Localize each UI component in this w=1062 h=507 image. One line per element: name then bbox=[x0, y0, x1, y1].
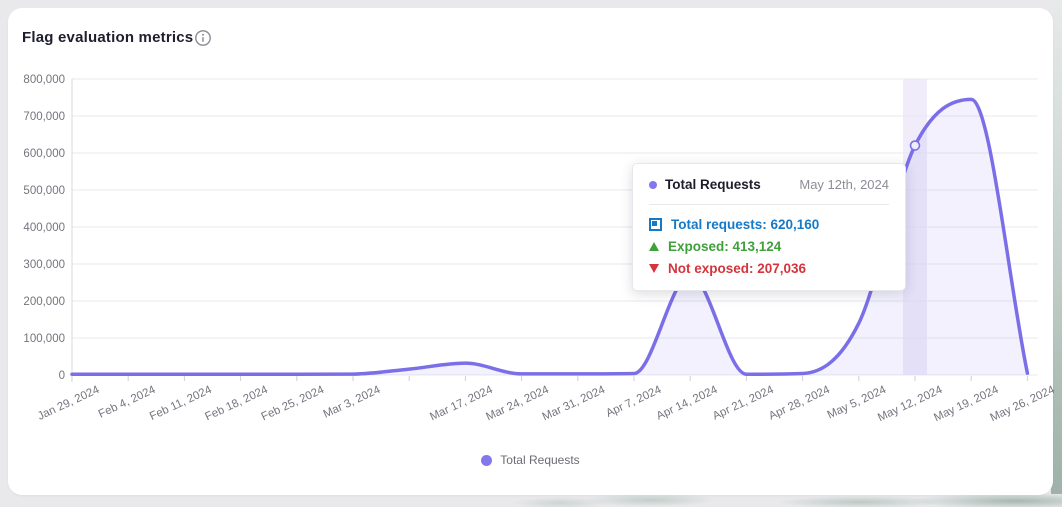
chart-tooltip: Total Requests May 12th, 2024 Total requ… bbox=[632, 163, 906, 291]
x-axis-tick-label: May 26, 2024 bbox=[988, 384, 1057, 425]
legend-label: Total Requests bbox=[500, 453, 580, 467]
x-axis-tick-label: Mar 17, 2024 bbox=[428, 384, 495, 424]
tooltip-series-name: Total Requests bbox=[665, 177, 761, 192]
y-axis-tick-label: 700,000 bbox=[23, 111, 65, 123]
tooltip-rows: Total requests: 620,160 Exposed: 413,124 N… bbox=[649, 217, 889, 276]
y-axis-tick-label: 500,000 bbox=[23, 185, 65, 197]
x-axis-tick-label: Apr 21, 2024 bbox=[711, 384, 776, 423]
x-axis-tick-label: Apr 28, 2024 bbox=[767, 384, 832, 423]
x-axis-tick-label: Mar 31, 2024 bbox=[541, 384, 608, 424]
info-icon[interactable] bbox=[194, 29, 212, 47]
tooltip-row-not-exposed: Not exposed: 207,036 bbox=[649, 261, 889, 276]
x-axis-tick-label: Feb 18, 2024 bbox=[203, 384, 270, 424]
y-axis-tick-label: 600,000 bbox=[23, 148, 65, 160]
triangle-up-icon bbox=[649, 242, 659, 251]
x-axis-tick-label: Mar 3, 2024 bbox=[322, 384, 383, 421]
y-axis-tick-label: 200,000 bbox=[23, 296, 65, 308]
tooltip-row-text: Exposed: 413,124 bbox=[668, 239, 782, 254]
tooltip-header: Total Requests May 12th, 2024 bbox=[649, 177, 889, 192]
card-title: Flag evaluation metrics bbox=[22, 29, 194, 46]
series-area-fill bbox=[72, 99, 1028, 375]
triangle-down-icon bbox=[649, 264, 659, 273]
y-axis-tick-label: 300,000 bbox=[23, 259, 65, 271]
background-texture-bottom bbox=[0, 494, 1062, 507]
y-axis-tick-label: 100,000 bbox=[23, 333, 65, 345]
tooltip-row-text: Not exposed: 207,036 bbox=[668, 261, 807, 276]
y-axis-tick-label: 800,000 bbox=[23, 74, 65, 86]
x-axis-tick-label: Apr 14, 2024 bbox=[655, 384, 720, 423]
y-axis-tick-label: 400,000 bbox=[23, 222, 65, 234]
tooltip-divider bbox=[649, 204, 889, 205]
x-axis-tick-label: Apr 7, 2024 bbox=[604, 384, 664, 420]
legend-item-total-requests[interactable]: Total Requests bbox=[481, 453, 580, 467]
y-axis-tick-label: 0 bbox=[59, 370, 65, 382]
series-dot-icon bbox=[649, 180, 657, 189]
tooltip-row-total-requests: Total requests: 620,160 bbox=[649, 217, 889, 232]
x-axis-tick-label: Feb 11, 2024 bbox=[148, 384, 214, 423]
tooltip-row-exposed: Exposed: 413,124 bbox=[649, 239, 889, 254]
square-icon bbox=[649, 218, 662, 231]
legend-dot-icon bbox=[481, 454, 493, 466]
x-axis-tick-label: Feb 25, 2024 bbox=[260, 384, 327, 424]
background-texture-right bbox=[1051, 0, 1062, 507]
tooltip-date: May 12th, 2024 bbox=[799, 177, 889, 192]
x-axis-tick-label: Jan 29, 2024 bbox=[36, 384, 102, 423]
chart-legend: Total Requests bbox=[8, 451, 1053, 469]
tooltip-row-text: Total requests: 620,160 bbox=[671, 217, 820, 232]
highlighted-point-marker[interactable] bbox=[909, 140, 921, 151]
x-axis-tick-label: Mar 24, 2024 bbox=[484, 384, 551, 424]
